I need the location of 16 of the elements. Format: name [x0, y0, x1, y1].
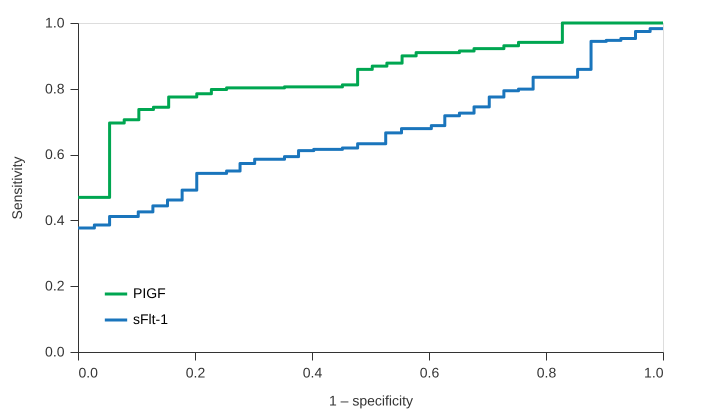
x-tick-label: 0.8 [536, 364, 556, 380]
y-axis-title: Sensitivity [9, 156, 26, 220]
x-tick-label: 0.6 [420, 364, 440, 380]
x-tick-label: 0.2 [186, 364, 206, 380]
legend-label: sFlt-1 [133, 311, 168, 327]
y-tick-label: 0.8 [45, 80, 65, 96]
x-tick-label: 0.0 [78, 364, 98, 380]
y-tick-label: 0.2 [45, 278, 65, 294]
y-tick-label: 0.0 [45, 344, 65, 360]
y-tick-label: 0.4 [45, 212, 65, 228]
x-tick-label: 1.0 [644, 364, 664, 380]
x-axis-title: 1 – specificity [328, 392, 414, 408]
y-tick-label: 1.0 [45, 14, 65, 30]
legend-label: PIGF [133, 285, 166, 301]
x-tick-label: 0.4 [302, 364, 322, 380]
y-tick-label: 0.6 [45, 146, 65, 162]
